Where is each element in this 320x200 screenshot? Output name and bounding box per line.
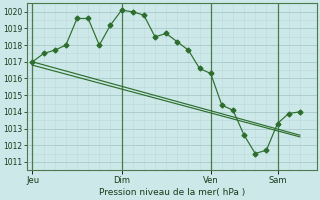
X-axis label: Pression niveau de la mer( hPa ): Pression niveau de la mer( hPa )	[99, 188, 245, 197]
